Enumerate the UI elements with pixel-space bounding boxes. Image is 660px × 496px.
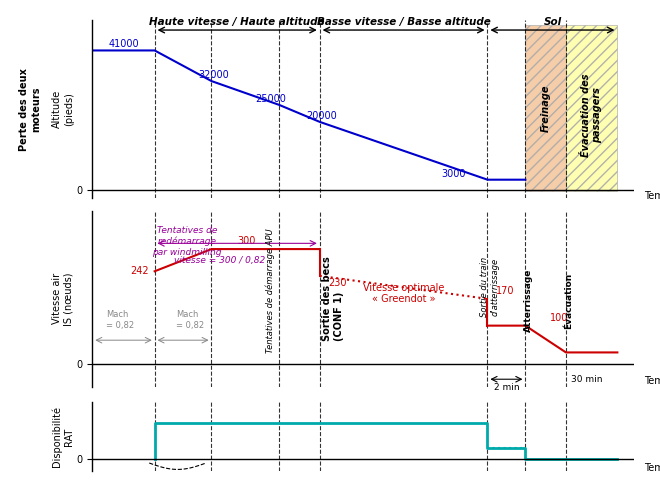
Text: Freinage: Freinage	[541, 84, 550, 132]
Y-axis label: Disponibilité
RAT: Disponibilité RAT	[51, 406, 74, 467]
Text: 100: 100	[550, 312, 568, 322]
Text: Mach
= 0,82: Mach = 0,82	[106, 310, 134, 329]
Text: Évacuation: Évacuation	[564, 273, 573, 329]
Y-axis label: Vitesse air
IS (nœuds): Vitesse air IS (nœuds)	[52, 272, 74, 325]
Text: Temps: Temps	[644, 463, 660, 473]
Text: 32000: 32000	[198, 70, 228, 80]
Text: Temps: Temps	[644, 376, 660, 386]
Text: 41000: 41000	[109, 39, 139, 49]
Text: 2 min: 2 min	[494, 383, 519, 392]
Y-axis label: Altitude
(pieds): Altitude (pieds)	[52, 90, 74, 128]
Text: Sortie des becs
(CONF 1): Sortie des becs (CONF 1)	[323, 256, 344, 341]
Bar	[566, 25, 617, 191]
Text: Sortie du train
d'atterrissage: Sortie du train d'atterrissage	[480, 257, 500, 317]
Text: Vitesse optimale
« Greendot »: Vitesse optimale « Greendot »	[363, 283, 444, 305]
Text: Évacuation des
passagers: Évacuation des passagers	[581, 73, 603, 157]
Bar	[525, 25, 566, 191]
Text: Tentatives de
redémarrage
par windmilling: Tentatives de redémarrage par windmillin…	[152, 226, 222, 256]
Text: Temps: Temps	[644, 191, 660, 201]
Text: Basse vitesse / Basse altitude: Basse vitesse / Basse altitude	[317, 17, 490, 27]
Text: Tentatives de démarrage APU: Tentatives de démarrage APU	[265, 229, 275, 354]
Text: Sol: Sol	[543, 17, 562, 27]
Text: 20000: 20000	[306, 111, 337, 121]
Text: 242: 242	[131, 266, 149, 276]
Text: 300: 300	[238, 236, 256, 246]
Text: 230: 230	[328, 278, 346, 288]
Text: vitesse = 300 / 0,82: vitesse = 300 / 0,82	[174, 256, 265, 265]
Text: 3000: 3000	[442, 169, 466, 179]
Text: 30 min: 30 min	[572, 374, 603, 384]
Text: Mach
= 0,82: Mach = 0,82	[176, 310, 205, 329]
Text: Haute vitesse / Haute altitude: Haute vitesse / Haute altitude	[149, 17, 325, 27]
Text: 25000: 25000	[255, 94, 286, 104]
Text: Perte des deux
moteurs: Perte des deux moteurs	[19, 67, 41, 151]
Text: 170: 170	[496, 286, 514, 296]
Text: Atterrissage: Atterrissage	[523, 269, 533, 332]
